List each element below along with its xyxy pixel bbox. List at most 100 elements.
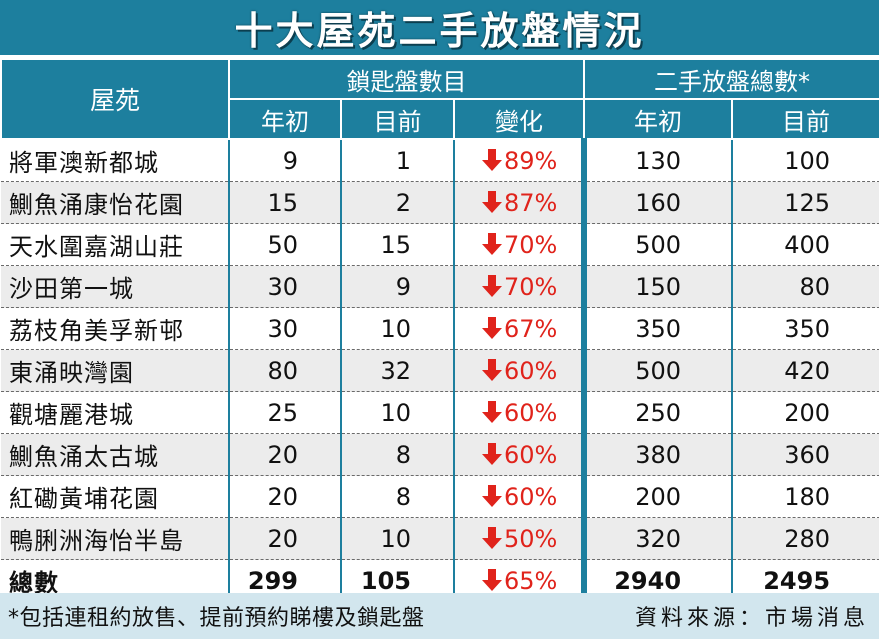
- estate-name: 東涌映灣園: [1, 349, 229, 392]
- listings-current: 280: [731, 517, 879, 560]
- listings-year-start: 350: [581, 307, 733, 350]
- locked-year-start: 50: [228, 223, 341, 266]
- change-cell: 60%: [452, 433, 585, 476]
- total-change-value: 65%: [504, 566, 558, 595]
- estate-name: 鰂魚涌太古城: [1, 433, 229, 476]
- locked-current: 8: [340, 475, 454, 518]
- locked-year-start: 30: [228, 307, 341, 350]
- locked-current: 32: [340, 349, 454, 392]
- locked-current: 8: [340, 433, 454, 476]
- change-value: 70%: [504, 230, 558, 259]
- locked-current: 10: [340, 391, 454, 434]
- change-value: 67%: [504, 314, 558, 343]
- locked-current: 9: [340, 265, 454, 308]
- listings-year-start: 320: [581, 517, 733, 560]
- header-change: 變化: [452, 98, 586, 140]
- listings-year-start: 150: [581, 265, 733, 308]
- change-value: 60%: [504, 482, 558, 511]
- down-arrow-icon: [482, 148, 502, 171]
- down-arrow-icon: [482, 442, 502, 465]
- estate-name: 天水圍嘉湖山莊: [1, 223, 229, 266]
- change-value: 60%: [504, 356, 558, 385]
- table-row: 紅磡黃埔花園 20 8 60% 200 180: [1, 475, 879, 518]
- locked-year-start: 20: [228, 517, 341, 560]
- down-arrow-icon: [482, 316, 502, 339]
- down-arrow-icon: [482, 484, 502, 507]
- listings-current: 420: [731, 349, 879, 392]
- listings-year-start: 380: [581, 433, 733, 476]
- change-cell: 89%: [452, 139, 585, 182]
- locked-year-start: 20: [228, 433, 341, 476]
- change-cell: 60%: [452, 349, 585, 392]
- estate-name: 鰂魚涌康怡花園: [1, 181, 229, 224]
- table-row: 將軍澳新都城 9 1 89% 130 100: [1, 139, 879, 182]
- change-cell: 50%: [452, 517, 585, 560]
- source-credit: 資料來源：市場消息: [634, 606, 869, 631]
- change-value: 89%: [504, 146, 558, 175]
- table-header: 屋苑 鎖匙盤數目 二手放盤總數* 年初 目前 變化 年初 目前: [0, 58, 879, 140]
- listings-current: 80: [731, 265, 879, 308]
- header-listings-year-start: 年初: [583, 98, 734, 140]
- change-cell: 70%: [452, 265, 585, 308]
- table-row: 天水圍嘉湖山莊 50 15 70% 500 400: [1, 223, 879, 266]
- footer: *包括連租約放售、提前預約睇樓及鎖匙盤 資料來源：市場消息: [0, 593, 879, 639]
- header-estate: 屋苑: [0, 58, 230, 140]
- down-arrow-icon: [482, 232, 502, 255]
- locked-current: 15: [340, 223, 454, 266]
- listings-table: 屋苑 鎖匙盤數目 二手放盤總數* 年初 目前 變化 年初 目前 將軍澳新都城 9…: [0, 58, 879, 601]
- title-bar: 十大屋苑二手放盤情況: [0, 0, 879, 55]
- listings-year-start: 130: [581, 139, 733, 182]
- estate-name: 荔枝角美孚新邨: [1, 307, 229, 350]
- header-locked-current: 目前: [340, 98, 455, 140]
- locked-year-start: 9: [228, 139, 341, 182]
- change-value: 60%: [504, 398, 558, 427]
- down-arrow-icon: [482, 568, 502, 591]
- locked-year-start: 30: [228, 265, 341, 308]
- listings-year-start: 200: [581, 475, 733, 518]
- down-arrow-icon: [482, 400, 502, 423]
- table-container: 屋苑 鎖匙盤數目 二手放盤總數* 年初 目前 變化 年初 目前 將軍澳新都城 9…: [0, 58, 879, 601]
- change-value: 87%: [504, 188, 558, 217]
- listings-year-start: 500: [581, 349, 733, 392]
- table-row: 觀塘麗港城 25 10 60% 250 200: [1, 391, 879, 434]
- change-cell: 60%: [452, 391, 585, 434]
- down-arrow-icon: [482, 274, 502, 297]
- change-value: 70%: [504, 272, 558, 301]
- down-arrow-icon: [482, 526, 502, 549]
- listings-year-start: 250: [581, 391, 733, 434]
- change-value: 50%: [504, 524, 558, 553]
- locked-year-start: 15: [228, 181, 341, 224]
- listings-year-start: 500: [581, 223, 733, 266]
- listings-current: 180: [731, 475, 879, 518]
- table-row: 鰂魚涌康怡花園 15 2 87% 160 125: [1, 181, 879, 224]
- locked-current: 10: [340, 517, 454, 560]
- header-group-locked: 鎖匙盤數目: [227, 58, 586, 100]
- listings-current: 125: [731, 181, 879, 224]
- estate-name: 觀塘麗港城: [1, 391, 229, 434]
- estate-name: 紅磡黃埔花園: [1, 475, 229, 518]
- listings-current: 200: [731, 391, 879, 434]
- table-body: 將軍澳新都城 9 1 89% 130 100 鰂魚涌康怡花園 15 2 87% …: [1, 139, 879, 601]
- listings-current: 100: [731, 139, 879, 182]
- estate-name: 將軍澳新都城: [1, 139, 229, 182]
- header-listings-current: 目前: [731, 98, 879, 140]
- change-cell: 70%: [452, 223, 585, 266]
- page-title: 十大屋苑二手放盤情況: [234, 9, 645, 53]
- change-cell: 60%: [452, 475, 585, 518]
- table-row: 鴨脷洲海怡半島 20 10 50% 320 280: [1, 517, 879, 560]
- locked-year-start: 25: [228, 391, 341, 434]
- table-row: 東涌映灣園 80 32 60% 500 420: [1, 349, 879, 392]
- listings-current: 400: [731, 223, 879, 266]
- header-locked-year-start: 年初: [228, 98, 342, 140]
- change-cell: 87%: [452, 181, 585, 224]
- listings-year-start: 160: [581, 181, 733, 224]
- locked-year-start: 80: [228, 349, 341, 392]
- locked-year-start: 20: [228, 475, 341, 518]
- table-row: 荔枝角美孚新邨 30 10 67% 350 350: [1, 307, 879, 350]
- listings-current: 350: [731, 307, 879, 350]
- down-arrow-icon: [482, 190, 502, 213]
- estate-name: 鴨脷洲海怡半島: [1, 517, 229, 560]
- change-value: 60%: [504, 440, 558, 469]
- locked-current: 10: [340, 307, 454, 350]
